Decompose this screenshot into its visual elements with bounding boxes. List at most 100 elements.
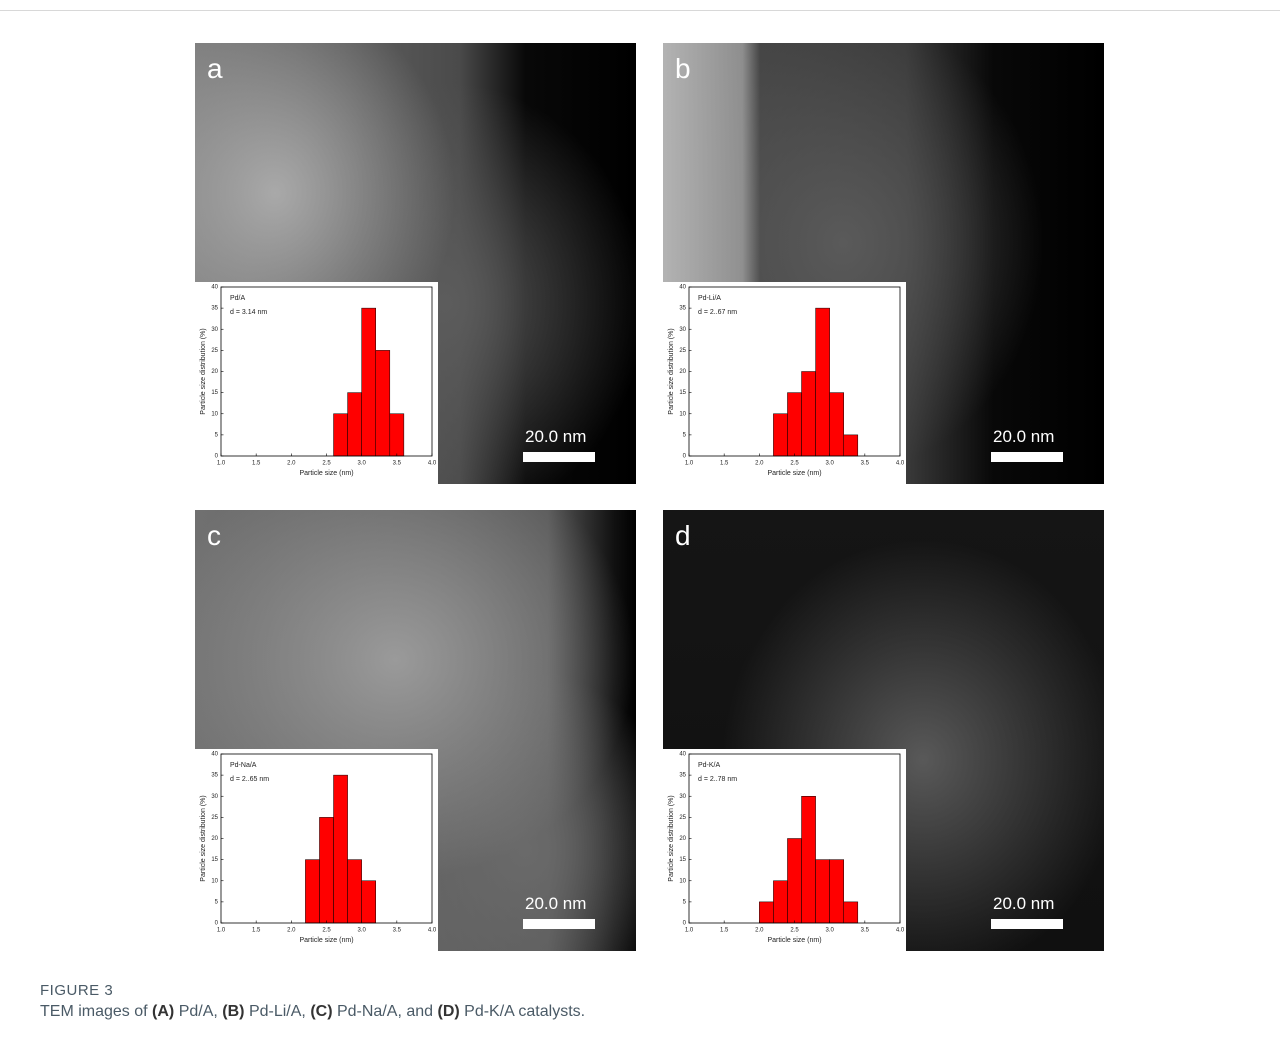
bar <box>773 880 788 924</box>
y-tick-label: 15 <box>211 857 218 863</box>
annotation: d = 2..67 nm <box>698 309 737 316</box>
bar <box>787 838 802 924</box>
caption-part: (B) <box>222 1003 245 1020</box>
histogram-inset: 0 5 10 15 20 25 30 35 40 1.0 1.5 2.0 2.5 3.0 3.5 4.0 Par… <box>195 282 438 484</box>
x-tick-label: 3.5 <box>861 928 870 934</box>
y-tick-label: 25 <box>211 815 218 821</box>
y-tick-label: 20 <box>211 369 218 375</box>
bar <box>389 413 405 457</box>
x-axis-label: Particle size (nm) <box>299 937 353 944</box>
y-tick-label: 40 <box>679 752 686 758</box>
x-tick-label: 3.5 <box>393 928 402 934</box>
y-tick-label: 40 <box>211 752 218 758</box>
tem-image: a 20.0 nm 0 5 10 15 20 25 30 35 40 1.0 1.5 2.0 2.5 3.0 3… <box>195 43 636 484</box>
histogram: 0 5 10 15 20 25 30 35 40 1.0 1.5 2.0 2.5 3.0 3.5 4.0 Par… <box>668 285 905 477</box>
bar <box>843 901 859 924</box>
bar <box>347 392 362 457</box>
bar <box>829 859 844 924</box>
y-tick-label: 0 <box>683 454 687 460</box>
annotation: Pd-Li/A <box>698 295 721 302</box>
x-tick-label: 4.0 <box>896 461 905 467</box>
y-tick-label: 30 <box>211 327 218 333</box>
bar <box>375 350 391 457</box>
y-tick-label: 15 <box>679 857 686 863</box>
scale-bar-label: 20.0 nm <box>525 894 587 913</box>
annotation: Pd-K/A <box>698 762 721 769</box>
histogram: 0 5 10 15 20 25 30 35 40 1.0 1.5 2.0 2.5 3.0 3.5 4.0 Par… <box>200 285 437 477</box>
bar <box>843 434 859 457</box>
y-tick-label: 10 <box>679 411 686 417</box>
y-tick-label: 40 <box>211 285 218 291</box>
y-tick-label: 30 <box>679 327 686 333</box>
x-tick-label: 1.5 <box>720 461 729 467</box>
y-tick-label: 25 <box>211 348 218 354</box>
y-tick-label: 25 <box>679 815 686 821</box>
y-tick-label: 5 <box>683 432 687 438</box>
x-tick-label: 2.5 <box>322 928 331 934</box>
x-tick-label: 1.5 <box>252 461 261 467</box>
caption-part: (D) <box>437 1003 460 1020</box>
panel-letter: d <box>675 520 691 551</box>
x-tick-label: 1.0 <box>685 928 694 934</box>
scale-bar-label: 20.0 nm <box>993 427 1055 446</box>
x-tick-label: 1.0 <box>685 461 694 467</box>
y-tick-label: 40 <box>679 285 686 291</box>
bar <box>759 901 774 924</box>
y-tick-label: 15 <box>211 390 218 396</box>
bar <box>787 392 802 457</box>
y-tick-label: 10 <box>211 878 218 884</box>
x-tick-label: 4.0 <box>896 928 905 934</box>
bar <box>829 392 844 457</box>
scale-bar-label: 20.0 nm <box>525 427 587 446</box>
caption-part: Pd-K/A catalysts. <box>459 1003 586 1020</box>
caption-part: Pd-Na/A, and <box>332 1003 438 1020</box>
caption-part: TEM images of <box>40 1003 153 1020</box>
annotation: d = 2..78 nm <box>698 776 737 783</box>
scale-bar <box>991 919 1063 929</box>
x-tick-label: 2.0 <box>287 928 296 934</box>
y-tick-label: 30 <box>679 794 686 800</box>
x-tick-label: 3.5 <box>861 461 870 467</box>
panel-letter: c <box>207 520 221 551</box>
bar <box>333 774 348 924</box>
y-tick-label: 10 <box>211 411 218 417</box>
bar <box>305 859 320 924</box>
x-tick-label: 4.0 <box>428 461 437 467</box>
histogram-inset: 0 5 10 15 20 25 30 35 40 1.0 1.5 2.0 2.5 3.0 3.5 4.0 Par… <box>195 749 438 951</box>
y-tick-label: 35 <box>211 773 218 779</box>
annotation: d = 2..65 nm <box>230 776 269 783</box>
caption-part: (C) <box>310 1003 333 1020</box>
y-tick-label: 35 <box>679 773 686 779</box>
y-tick-label: 10 <box>679 878 686 884</box>
histogram: 0 5 10 15 20 25 30 35 40 1.0 1.5 2.0 2.5 3.0 3.5 4.0 Par… <box>668 752 905 944</box>
x-tick-label: 2.0 <box>755 461 764 467</box>
y-tick-label: 15 <box>679 390 686 396</box>
scale-bar <box>523 452 595 462</box>
y-tick-label: 35 <box>679 306 686 312</box>
bar <box>815 859 830 924</box>
y-tick-label: 20 <box>679 836 686 842</box>
y-tick-label: 20 <box>679 369 686 375</box>
y-tick-label: 25 <box>679 348 686 354</box>
x-tick-label: 1.5 <box>720 928 729 934</box>
x-tick-label: 3.0 <box>357 461 366 467</box>
scale-bar <box>991 452 1063 462</box>
y-tick-label: 20 <box>211 836 218 842</box>
y-tick-label: 5 <box>683 899 687 905</box>
histogram-inset: 0 5 10 15 20 25 30 35 40 1.0 1.5 2.0 2.5 3.0 3.5 4.0 Par… <box>663 749 906 951</box>
y-axis-label: Particle size distribution (%) <box>200 328 207 414</box>
bar <box>815 307 830 457</box>
bar <box>801 796 816 924</box>
caption-part: Pd/A, <box>174 1003 223 1020</box>
annotation: Pd-Na/A <box>230 762 257 769</box>
scale-bar <box>523 919 595 929</box>
bar <box>347 859 362 924</box>
annotation: Pd/A <box>230 295 246 302</box>
x-tick-label: 4.0 <box>428 928 437 934</box>
tem-image: b 20.0 nm 0 5 10 15 20 25 30 35 40 1.0 1.5 2.0 2.5 3.0 3… <box>663 43 1104 484</box>
histogram-inset: 0 5 10 15 20 25 30 35 40 1.0 1.5 2.0 2.5 3.0 3.5 4.0 Par… <box>663 282 906 484</box>
y-axis-label: Particle size distribution (%) <box>668 328 675 414</box>
x-tick-label: 3.0 <box>357 928 366 934</box>
x-tick-label: 1.0 <box>217 928 226 934</box>
